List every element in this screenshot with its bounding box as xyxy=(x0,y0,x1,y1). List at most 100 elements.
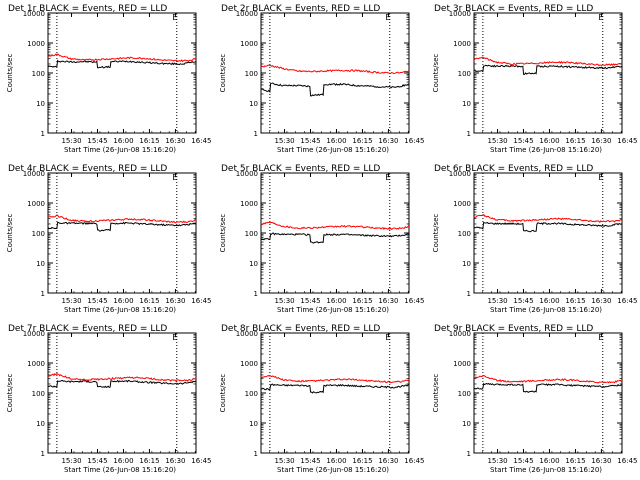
y-tick-label: 1 xyxy=(41,290,45,298)
chart-panel-9: Det 9r BLACK = Events, RED = LLD 1 10 100 10… xyxy=(432,324,637,474)
x-tick-label: 15:30 xyxy=(274,297,294,305)
corner-marker: E xyxy=(172,13,177,22)
x-axis-label: Start Time (26-Jun-08 15:16:20) xyxy=(64,306,176,314)
x-tick-label: 15:45 xyxy=(513,457,533,465)
y-tick-label: 10000 xyxy=(449,330,471,338)
x-axis-label: Start Time (26-Jun-08 15:16:20) xyxy=(277,146,389,154)
plot-frame xyxy=(473,172,623,294)
y-axis-label: Counts/sec xyxy=(219,54,227,93)
x-tick-label: 15:30 xyxy=(487,297,507,305)
events-series-line xyxy=(47,221,197,232)
events-series-line xyxy=(473,382,623,393)
plot-frame xyxy=(260,332,410,454)
y-tick-label: 10000 xyxy=(23,10,45,18)
y-axis-label: Counts/sec xyxy=(6,374,14,413)
x-tick-label: 16:15 xyxy=(352,137,372,145)
lld-series-line xyxy=(260,64,410,75)
chart-panel-3: Det 3r BLACK = Events, RED = LLD 1 10 100 10… xyxy=(432,4,637,154)
y-tick-label: 10000 xyxy=(449,10,471,18)
x-axis-label: Start Time (26-Jun-08 15:16:20) xyxy=(490,146,602,154)
y-tick-label: 10 xyxy=(462,260,471,268)
y-tick-label: 10 xyxy=(462,420,471,428)
corner-marker: E xyxy=(598,333,603,342)
x-tick-label: 16:15 xyxy=(139,137,159,145)
chart-panel-7: Det 7r BLACK = Events, RED = LLD 1 10 100 10… xyxy=(6,324,211,474)
x-axis-label: Start Time (26-Jun-08 15:16:20) xyxy=(490,306,602,314)
events-series-line xyxy=(47,59,197,69)
y-tick-label: 10 xyxy=(249,260,258,268)
y-tick-label: 100 xyxy=(458,390,471,398)
events-series-line xyxy=(260,383,410,394)
y-tick-label: 10000 xyxy=(236,10,258,18)
y-tick-label: 1000 xyxy=(27,40,45,48)
y-tick-label: 1 xyxy=(254,290,258,298)
y-tick-label: 1 xyxy=(467,450,471,458)
y-tick-label: 10000 xyxy=(236,330,258,338)
lld-series-line xyxy=(47,53,197,63)
chart-title: Det 4r BLACK = Events, RED = LLD xyxy=(8,164,167,174)
y-tick-label: 10000 xyxy=(23,170,45,178)
y-tick-label: 10 xyxy=(249,420,258,428)
y-tick-label: 100 xyxy=(245,390,258,398)
x-tick-label: 15:30 xyxy=(61,137,81,145)
lld-series-line xyxy=(473,56,623,67)
x-tick-label: 15:30 xyxy=(61,297,81,305)
y-tick-label: 1 xyxy=(467,290,471,298)
y-tick-label: 10 xyxy=(36,100,45,108)
lld-series-line xyxy=(260,221,410,231)
plot-frame xyxy=(260,172,410,294)
y-tick-label: 1 xyxy=(254,130,258,138)
x-axis-label: Start Time (26-Jun-08 15:16:20) xyxy=(277,306,389,314)
plot-frame xyxy=(473,332,623,454)
events-series-line xyxy=(473,221,623,233)
y-tick-label: 10000 xyxy=(23,330,45,338)
y-tick-label: 1000 xyxy=(453,200,471,208)
chart-panel-4: Det 4r BLACK = Events, RED = LLD 1 10 100 10… xyxy=(6,164,211,314)
corner-marker: E xyxy=(385,173,390,182)
y-axis-label: Counts/sec xyxy=(432,214,440,253)
y-tick-label: 100 xyxy=(32,70,45,78)
y-tick-label: 1000 xyxy=(27,200,45,208)
y-axis-label: Counts/sec xyxy=(432,54,440,93)
y-tick-label: 1 xyxy=(254,450,258,458)
y-axis-label: Counts/sec xyxy=(219,214,227,253)
y-tick-label: 10 xyxy=(36,420,45,428)
x-tick-label: 16:00 xyxy=(113,297,133,305)
y-tick-label: 10 xyxy=(462,100,471,108)
corner-marker: E xyxy=(385,333,390,342)
x-tick-label: 16:15 xyxy=(565,457,585,465)
x-tick-label: 16:00 xyxy=(539,137,559,145)
lld-series-line xyxy=(473,374,623,384)
y-axis-label: Counts/sec xyxy=(219,374,227,413)
x-tick-label: 15:30 xyxy=(487,137,507,145)
lld-series-line xyxy=(473,213,623,224)
x-axis-label: Start Time (26-Jun-08 15:16:20) xyxy=(490,466,602,474)
y-tick-label: 1 xyxy=(467,130,471,138)
corner-marker: E xyxy=(598,13,603,22)
x-tick-label: 15:45 xyxy=(87,457,107,465)
x-tick-label: 15:45 xyxy=(513,297,533,305)
y-tick-label: 100 xyxy=(458,230,471,238)
chart-title: Det 6r BLACK = Events, RED = LLD xyxy=(434,164,593,174)
y-tick-label: 100 xyxy=(458,70,471,78)
y-axis-label: Counts/sec xyxy=(6,54,14,93)
x-tick-label: 16:15 xyxy=(139,297,159,305)
x-tick-label: 16:15 xyxy=(565,137,585,145)
y-tick-label: 1000 xyxy=(453,40,471,48)
chart-panel-2: Det 2r BLACK = Events, RED = LLD 1 10 100 10… xyxy=(219,4,424,154)
x-tick-label: 16:00 xyxy=(539,297,559,305)
y-tick-label: 1 xyxy=(41,450,45,458)
x-tick-label: 16:00 xyxy=(539,457,559,465)
y-axis-label: Counts/sec xyxy=(6,214,14,253)
x-tick-label: 16:45 xyxy=(191,137,211,145)
x-tick-label: 16:30 xyxy=(165,297,185,305)
lld-series-line xyxy=(260,375,410,384)
x-tick-label: 16:45 xyxy=(617,137,637,145)
x-tick-label: 15:30 xyxy=(274,457,294,465)
chart-panel-1: Det 1r BLACK = Events, RED = LLD 1 10 100 10… xyxy=(6,4,211,154)
events-series-line xyxy=(47,379,197,389)
x-tick-label: 16:15 xyxy=(352,297,372,305)
y-tick-label: 1 xyxy=(41,130,45,138)
x-tick-label: 15:45 xyxy=(300,457,320,465)
